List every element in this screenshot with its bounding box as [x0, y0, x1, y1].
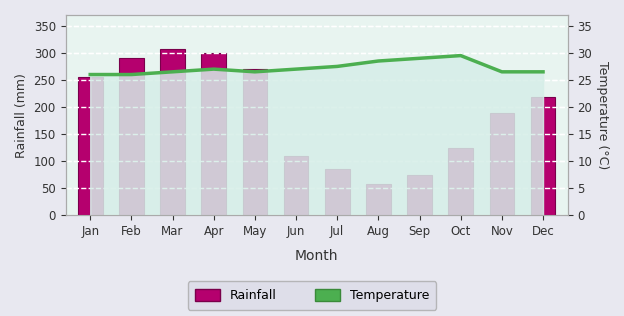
- Bar: [160, 49, 185, 215]
- Legend: Rainfall, Temperature: Rainfall, Temperature: [188, 281, 436, 310]
- X-axis label: Month: Month: [295, 249, 338, 263]
- Bar: [449, 148, 473, 215]
- Y-axis label: Rainfall (mm): Rainfall (mm): [15, 73, 28, 158]
- Bar: [530, 97, 555, 215]
- Bar: [78, 77, 102, 215]
- Bar: [325, 169, 349, 215]
- Bar: [119, 58, 144, 215]
- Bar: [407, 175, 432, 215]
- Bar: [202, 53, 226, 215]
- Bar: [284, 156, 308, 215]
- Bar: [489, 113, 514, 215]
- Bar: [243, 69, 267, 215]
- Y-axis label: Temperature (°C): Temperature (°C): [596, 61, 609, 169]
- Bar: [366, 184, 391, 215]
